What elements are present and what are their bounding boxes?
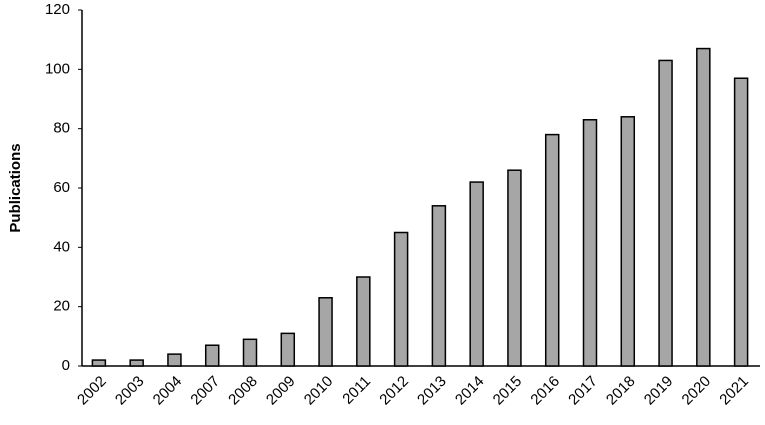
bar <box>696 47 711 367</box>
bar <box>733 77 749 367</box>
x-tick-label: 2010 <box>301 373 337 409</box>
x-tick-label: 2003 <box>112 373 148 409</box>
bar <box>582 119 598 367</box>
bar <box>318 297 333 367</box>
bar <box>393 231 409 367</box>
x-tick-label: 2016 <box>527 373 563 409</box>
bar <box>129 359 144 367</box>
x-tick-label: 2013 <box>414 373 450 409</box>
x-tick-label: 2004 <box>150 373 186 409</box>
x-tick-label: 2021 <box>716 373 752 409</box>
x-tick-label: 2017 <box>565 373 601 409</box>
x-tick-label: 2007 <box>187 373 223 409</box>
bar <box>658 59 673 367</box>
x-tick-label: 2008 <box>225 373 261 409</box>
bar <box>356 276 371 367</box>
y-tick-label: 120 <box>45 1 70 18</box>
x-tick-label: 2002 <box>74 373 110 409</box>
x-tick-label: 2012 <box>376 373 412 409</box>
bar <box>91 359 107 367</box>
x-tick-label: 2015 <box>490 373 526 409</box>
y-tick-label: 40 <box>53 238 70 255</box>
y-axis-label: Publications <box>7 143 24 232</box>
bar <box>544 133 560 367</box>
bar <box>167 353 182 367</box>
y-tick-label: 60 <box>53 179 70 196</box>
x-tick-label: 2011 <box>339 373 374 408</box>
x-tick-label: 2020 <box>679 373 715 409</box>
bar <box>242 338 258 367</box>
y-tick-label: 20 <box>53 298 70 315</box>
bar <box>469 181 484 367</box>
bar <box>620 116 636 367</box>
x-tick-label: 2009 <box>263 373 299 409</box>
bar <box>280 332 296 367</box>
bar <box>507 169 522 367</box>
y-tick-label: 80 <box>53 120 70 137</box>
x-tick-label: 2018 <box>603 373 639 409</box>
y-tick-label: 0 <box>62 357 70 374</box>
bar <box>204 344 220 367</box>
x-tick-label: 2014 <box>452 373 488 409</box>
x-tick-label: 2019 <box>641 373 677 409</box>
y-tick-label: 100 <box>45 60 70 77</box>
bar <box>431 205 447 367</box>
